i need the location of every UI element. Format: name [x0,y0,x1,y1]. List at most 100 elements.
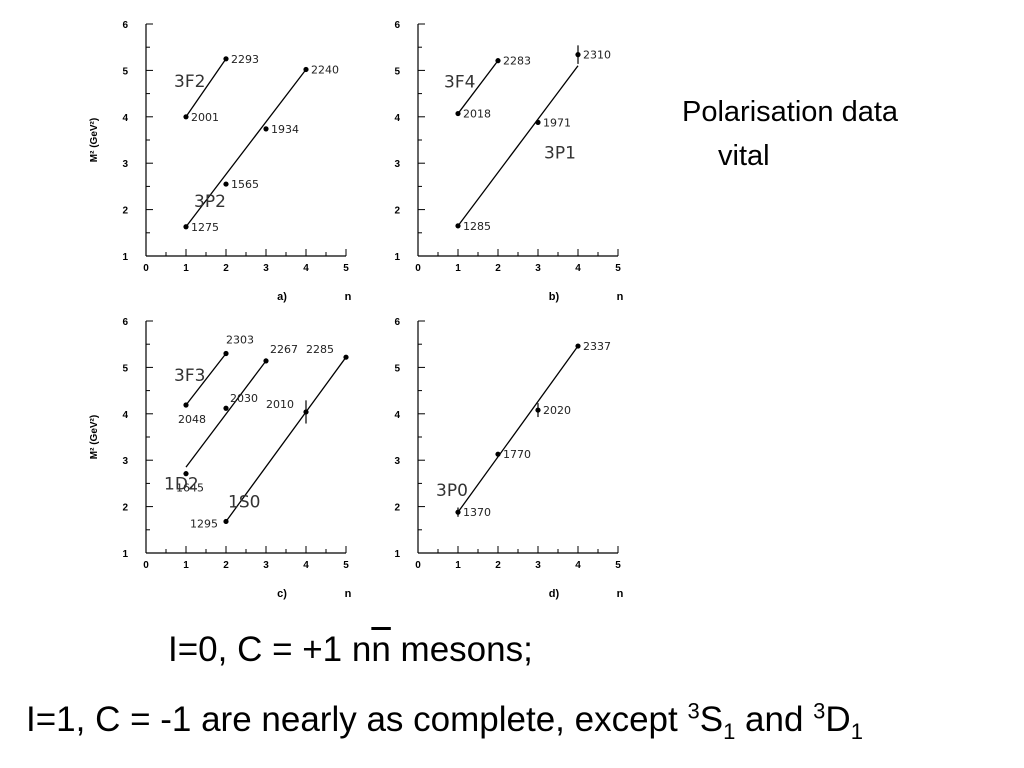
x-axis-title: n [345,291,352,303]
x-tick-label: 1 [455,263,461,274]
data-point [223,350,229,357]
x-tick-label: 5 [343,263,349,274]
y-axis-title: M² (GeV²) [89,118,100,162]
data-point [183,114,189,120]
caption-line-1-nbar: n [371,630,391,669]
data-point [183,471,189,477]
point-label: 2010 [266,398,294,411]
x-tick-label: 1 [183,560,189,571]
data-point [303,66,309,73]
point-label: 2048 [178,413,206,426]
data-point [575,343,581,349]
point-label: 2020 [543,404,571,417]
x-tick-label: 1 [455,560,461,571]
x-tick-label: 3 [263,263,269,274]
y-tick-label: 5 [394,363,400,374]
series-line [185,58,227,118]
series-name-label: 1D2 [164,475,199,495]
caption-line-1: I=0, C = +1 nn mesons; [168,630,533,670]
x-axis-title: n [345,588,352,600]
point-label: 1370 [463,506,491,519]
series-name-label: 3P1 [544,143,576,163]
data-point [263,126,269,132]
x-tick-label: 0 [143,263,149,274]
point-label: 1770 [503,448,531,461]
y-tick-label: 4 [122,410,128,421]
data-point [535,407,541,413]
y-tick-label: 6 [122,317,128,328]
series-name-label: 3F3 [174,366,205,386]
x-tick-label: 2 [495,263,501,274]
panel-label: b) [549,291,560,303]
caption-and: and [735,700,814,739]
y-tick-label: 1 [122,252,128,263]
y-tick-label: 3 [394,159,400,170]
x-tick-label: 2 [223,560,229,571]
x-tick-label: 4 [303,560,309,571]
x-tick-label: 0 [415,263,421,274]
point-label: 1934 [271,123,299,136]
series-line [185,69,307,228]
x-tick-label: 0 [143,560,149,571]
series-name-label: 3F4 [444,73,475,93]
point-label: 1565 [231,178,259,191]
point-label: 2030 [230,392,258,405]
x-tick-label: 5 [343,560,349,571]
series-name-label: 3P0 [436,481,468,501]
data-point [223,181,229,187]
x-tick-label: 3 [535,263,541,274]
panel-label: c) [277,588,287,600]
y-tick-label: 5 [394,66,400,77]
y-tick-label: 2 [122,503,128,514]
x-axis-title: n [617,291,624,303]
y-tick-label: 1 [394,252,400,263]
data-point [223,56,229,62]
data-point [455,509,461,515]
panel-label: a) [277,291,287,303]
data-point [455,223,461,229]
y-tick-label: 3 [122,159,128,170]
point-label: 1645 [176,482,204,495]
point-label: 1971 [543,116,571,129]
caption-sub-1: 1 [723,719,736,744]
data-point [535,119,541,125]
y-tick-label: 1 [122,549,128,560]
x-tick-label: 2 [495,560,501,571]
y-tick-label: 4 [394,113,400,124]
x-tick-label: 3 [535,560,541,571]
data-point [183,224,189,230]
x-tick-label: 1 [183,263,189,274]
x-tick-label: 4 [575,560,581,571]
y-tick-label: 5 [122,363,128,374]
y-tick-label: 2 [122,206,128,217]
data-point [263,358,269,364]
point-label: 1285 [463,220,491,233]
series-name-label: 3P2 [194,192,226,212]
point-label: 1275 [191,221,219,234]
panel-label: d) [549,588,560,600]
y-tick-label: 1 [394,549,400,560]
caption-sub-2: 1 [850,719,863,744]
point-label: 2303 [226,333,254,346]
point-label: 2337 [583,340,611,353]
x-axis-title: n [617,588,624,600]
x-tick-label: 5 [615,560,621,571]
caption-line-1-prefix: I=0, C = +1 n [168,630,372,669]
y-tick-label: 5 [122,66,128,77]
point-label: 2018 [463,108,491,121]
series-name-label: 3F2 [174,72,205,92]
caption-sup-2: 3 [813,698,826,724]
data-point [223,518,229,525]
data-point [495,58,501,64]
series-line [457,60,499,114]
note-line-2: vital [718,140,770,172]
y-tick-label: 3 [122,456,128,467]
y-tick-label: 4 [122,113,128,124]
point-label: 2001 [191,111,219,124]
y-tick-label: 3 [394,456,400,467]
y-tick-label: 6 [394,317,400,328]
data-point [455,110,461,117]
y-tick-label: 6 [122,20,128,31]
